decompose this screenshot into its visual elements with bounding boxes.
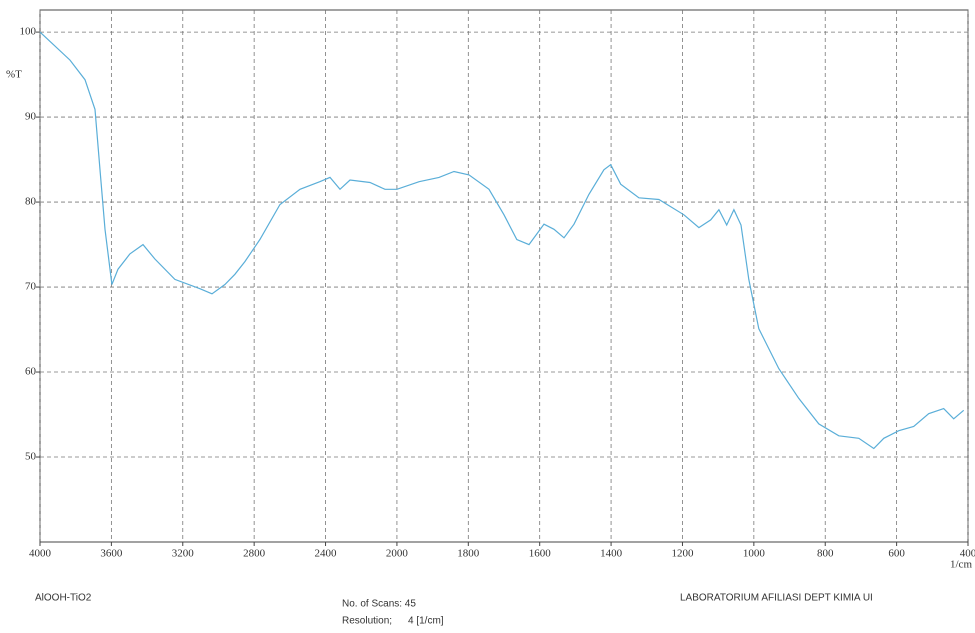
x-tick-label: 800 [817, 548, 834, 560]
page: %T 1/cm AlOOH-TiO2 No. of Scans: 45 Reso… [0, 0, 975, 633]
x-tick-label: 2800 [243, 548, 266, 560]
x-axis-label: 1/cm [950, 559, 972, 571]
x-tick-label: 600 [888, 548, 905, 560]
y-tick-label: 70 [25, 281, 37, 293]
chart: %T 1/cm AlOOH-TiO2 No. of Scans: 45 Reso… [0, 0, 975, 633]
x-tick-label: 1600 [529, 548, 552, 560]
x-tick-label: 1000 [743, 548, 766, 560]
resolution: 4 [1/cm] [408, 616, 444, 627]
resolution-label: Resolution; [342, 616, 392, 627]
y-tick-label: 100 [20, 26, 37, 38]
lab-name: LABORATORIUM AFILIASI DEPT KIMIA UI [680, 593, 873, 604]
sample-name: AlOOH-TiO2 [35, 593, 92, 604]
x-tick-label: 2000 [386, 548, 409, 560]
y-tick-label: 50 [25, 451, 37, 463]
x-tick-label: 1400 [600, 548, 623, 560]
x-tick-label: 3600 [100, 548, 123, 560]
y-tick-label: 90 [25, 111, 37, 123]
y-tick-label: 60 [25, 366, 37, 378]
plot-frame [40, 10, 968, 542]
x-tick-label: 4000 [29, 548, 52, 560]
x-tick-label: 3200 [172, 548, 195, 560]
scans: No. of Scans: 45 [342, 599, 416, 610]
x-tick-label: 1200 [671, 548, 694, 560]
x-tick-label: 2400 [315, 548, 338, 560]
x-tick-label: 400 [960, 548, 975, 560]
x-tick-label: 1800 [457, 548, 480, 560]
y-axis-label: %T [6, 69, 22, 81]
y-tick-label: 80 [25, 196, 37, 208]
